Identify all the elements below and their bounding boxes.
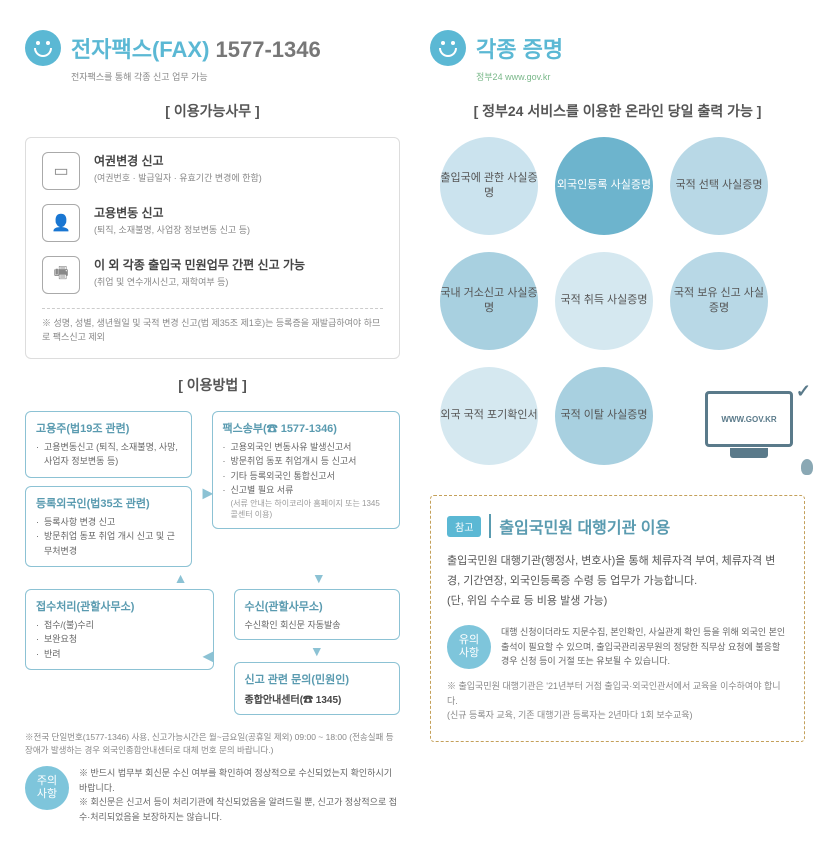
right-column: 각종 증명 정부24 www.gov.kr [ 정부24 서비스를 이용한 온라…	[430, 30, 805, 838]
flow-inquiry: 신고 관련 문의(민원인) 종합안내센터(☎ 1345)	[234, 662, 401, 715]
flow-diagram: 고용주(법19조 관련) 고용변동신고 (퇴직, 소재불명, 사망, 사업자 정…	[25, 411, 400, 723]
svc-title: 여권변경 신고	[94, 152, 262, 169]
svc-desc: (퇴직, 소재불명, 사업장 정보변동 신고 등)	[94, 223, 250, 236]
ref-header: 참고 출입국민원 대행기관 이용	[447, 514, 788, 538]
flow-item: 등록사항 변경 신고	[36, 515, 181, 529]
left-column: 전자팩스(FAX) 1577-1346 전자팩스를 통해 각종 신고 업무 가능…	[25, 30, 400, 838]
monitor: WWW.GOV.KR	[705, 391, 793, 447]
caution-badge: 유의 사항	[447, 625, 491, 669]
arrow-down-icon: ▼	[238, 571, 401, 585]
service-item: 🖷 이 외 각종 출입국 민원업무 간편 신고 가능 (취업 및 연수개시신고, …	[42, 256, 383, 294]
cert-title: 각종 증명	[476, 32, 563, 64]
cert-circle: 외국 국적 포기확인서	[440, 367, 538, 465]
warning-box: 주의 사항 ※ 반드시 법무부 회신문 수신 여부를 확인하여 정상적으로 수신…	[25, 766, 400, 824]
flow-fax-send: 팩스송부(☎ 1577-1346) 고용외국인 변동사유 발생신고서방문취업 동…	[212, 411, 401, 529]
fax-title: 전자팩스(FAX) 1577-1346	[71, 32, 321, 64]
exclusion-note: ※ 성명, 성별, 생년월일 및 국적 변경 신고(법 제35조 제1호)는 등…	[42, 308, 383, 344]
flow-item: 고용외국인 변동사유 발생신고서	[223, 440, 390, 454]
flow-item: 방문취업 동포 취업개시 등 신고서	[223, 454, 390, 468]
flow-heading: 고용주(법19조 관련)	[36, 420, 181, 436]
computer-icon: ✓ WWW.GOV.KR	[705, 391, 805, 471]
passport-icon: ▭	[42, 152, 80, 190]
ref-body: 출입국민원 대행기관(행정사, 변호사)을 통해 체류자격 부여, 체류자격 변…	[447, 552, 788, 611]
ref-title: 출입국민원 대행기관 이용	[489, 514, 670, 538]
ref-tag: 참고	[447, 516, 481, 537]
cert-header: 각종 증명	[430, 30, 805, 66]
ref-warning-text: 대행 신청이더라도 지문수집, 본인확인, 사실관계 확인 등을 위해 외국인 …	[501, 625, 788, 668]
mouse-icon	[801, 459, 813, 475]
cert-circle: 국내 거소신고 사실증명	[440, 252, 538, 350]
section-gov24: [ 정부24 서비스를 이용한 온라인 당일 출력 가능 ]	[430, 101, 805, 121]
ref-note: ※ 출입국민원 대행기관은 '21년부터 거점 출입국·외국인관서에서 교육을 …	[447, 679, 788, 722]
section-available: [ 이용가능사무 ]	[25, 101, 400, 121]
check-icon: ✓	[796, 381, 811, 402]
cert-circle: 국적 이탈 사실증명	[555, 367, 653, 465]
flow-heading: 접수처리(관할사무소)	[36, 598, 203, 614]
service-item: ▭ 여권변경 신고 (여권번호 · 발급일자 · 유효기간 변경에 한함)	[42, 152, 383, 190]
flow-item: 반려	[36, 647, 203, 661]
smile-icon	[430, 30, 466, 66]
circles-diagram: 출입국에 관한 사실증명 외국인등록 사실증명 국적 선택 사실증명 국내 거소…	[430, 137, 805, 477]
flow-item: 방문취업 동포 취업 개시 신고 및 근무처변경	[36, 529, 181, 558]
cert-subtitle: 정부24 www.gov.kr	[476, 70, 805, 83]
flow-item: 접수/(불)수리	[36, 618, 203, 632]
flow-item: 보완요청	[36, 632, 203, 646]
svc-title: 고용변동 신고	[94, 204, 250, 221]
flow-desc: 수신확인 회신문 자동발송	[245, 618, 390, 631]
flow-item: 신고별 필요 서류	[223, 483, 390, 497]
flow-process: 접수처리(관할사무소) 접수/(불)수리보완요청반려	[25, 589, 214, 670]
flow-receive: 수신(관할사무소) 수신확인 회신문 자동발송	[234, 589, 401, 640]
cert-circle: 국적 선택 사실증명	[670, 137, 768, 235]
svc-desc: (여권번호 · 발급일자 · 유효기간 변경에 한함)	[94, 171, 262, 184]
warning-text: ※ 반드시 법무부 회신문 수신 여부를 확인하여 정상적으로 수신되었는지 확…	[79, 766, 400, 824]
cert-circle: 출입국에 관한 사실증명	[440, 137, 538, 235]
fax-header: 전자팩스(FAX) 1577-1346	[25, 30, 400, 66]
flow-heading: 팩스송부(☎ 1577-1346)	[223, 420, 390, 436]
ref-warning: 유의 사항 대행 신청이더라도 지문수집, 본인확인, 사실관계 확인 등을 위…	[447, 625, 788, 669]
flow-desc: 종합안내센터(☎ 1345)	[245, 691, 390, 706]
warning-badge: 주의 사항	[25, 766, 69, 810]
flow-foreigner: 등록외국인(법35조 관련) 등록사항 변경 신고방문취업 동포 취업 개시 신…	[25, 486, 192, 567]
svc-title: 이 외 각종 출입국 민원업무 간편 신고 가능	[94, 256, 305, 273]
section-method: [ 이용방법 ]	[25, 375, 400, 395]
machine-icon: 🖷	[42, 256, 80, 294]
flow-small: (서류 안내는 하이코리아 홈페이지 또는 1345 콜센터 이용)	[223, 498, 390, 520]
reference-box: 참고 출입국민원 대행기관 이용 출입국민원 대행기관(행정사, 변호사)을 통…	[430, 495, 805, 742]
arrow-left-icon: ◀	[203, 647, 214, 664]
cert-circle: 국적 보유 신고 사실증명	[670, 252, 768, 350]
cert-circle: 국적 취득 사실증명	[555, 252, 653, 350]
fax-subtitle: 전자팩스를 통해 각종 신고 업무 가능	[71, 70, 400, 83]
flow-item: 고용변동신고 (퇴직, 소재불명, 사망, 사업자 정보변동 등)	[36, 440, 181, 469]
person-icon: 👤	[42, 204, 80, 242]
arrow-down-icon: ▲	[25, 571, 218, 585]
smile-icon	[25, 30, 61, 66]
arrow-right-icon: ▶	[203, 484, 214, 501]
service-item: 👤 고용변동 신고 (퇴직, 소재불명, 사업장 정보변동 신고 등)	[42, 204, 383, 242]
flow-item: 기타 등록외국인 통합신고서	[223, 469, 390, 483]
svc-desc: (취업 및 연수개시신고, 재학여부 등)	[94, 275, 305, 288]
flow-heading: 등록외국인(법35조 관련)	[36, 495, 181, 511]
arrow-down-icon: ▼	[234, 644, 401, 658]
flow-heading: 수신(관할사무소)	[245, 598, 390, 614]
cert-circle: 외국인등록 사실증명	[555, 137, 653, 235]
services-card: ▭ 여권변경 신고 (여권번호 · 발급일자 · 유효기간 변경에 한함) 👤 고…	[25, 137, 400, 359]
flow-note: ※전국 단일번호(1577-1346) 사용, 신고가능시간은 월~금요일(공휴…	[25, 731, 400, 757]
flow-heading: 신고 관련 문의(민원인)	[245, 671, 390, 687]
flow-employer: 고용주(법19조 관련) 고용변동신고 (퇴직, 소재불명, 사망, 사업자 정…	[25, 411, 192, 478]
